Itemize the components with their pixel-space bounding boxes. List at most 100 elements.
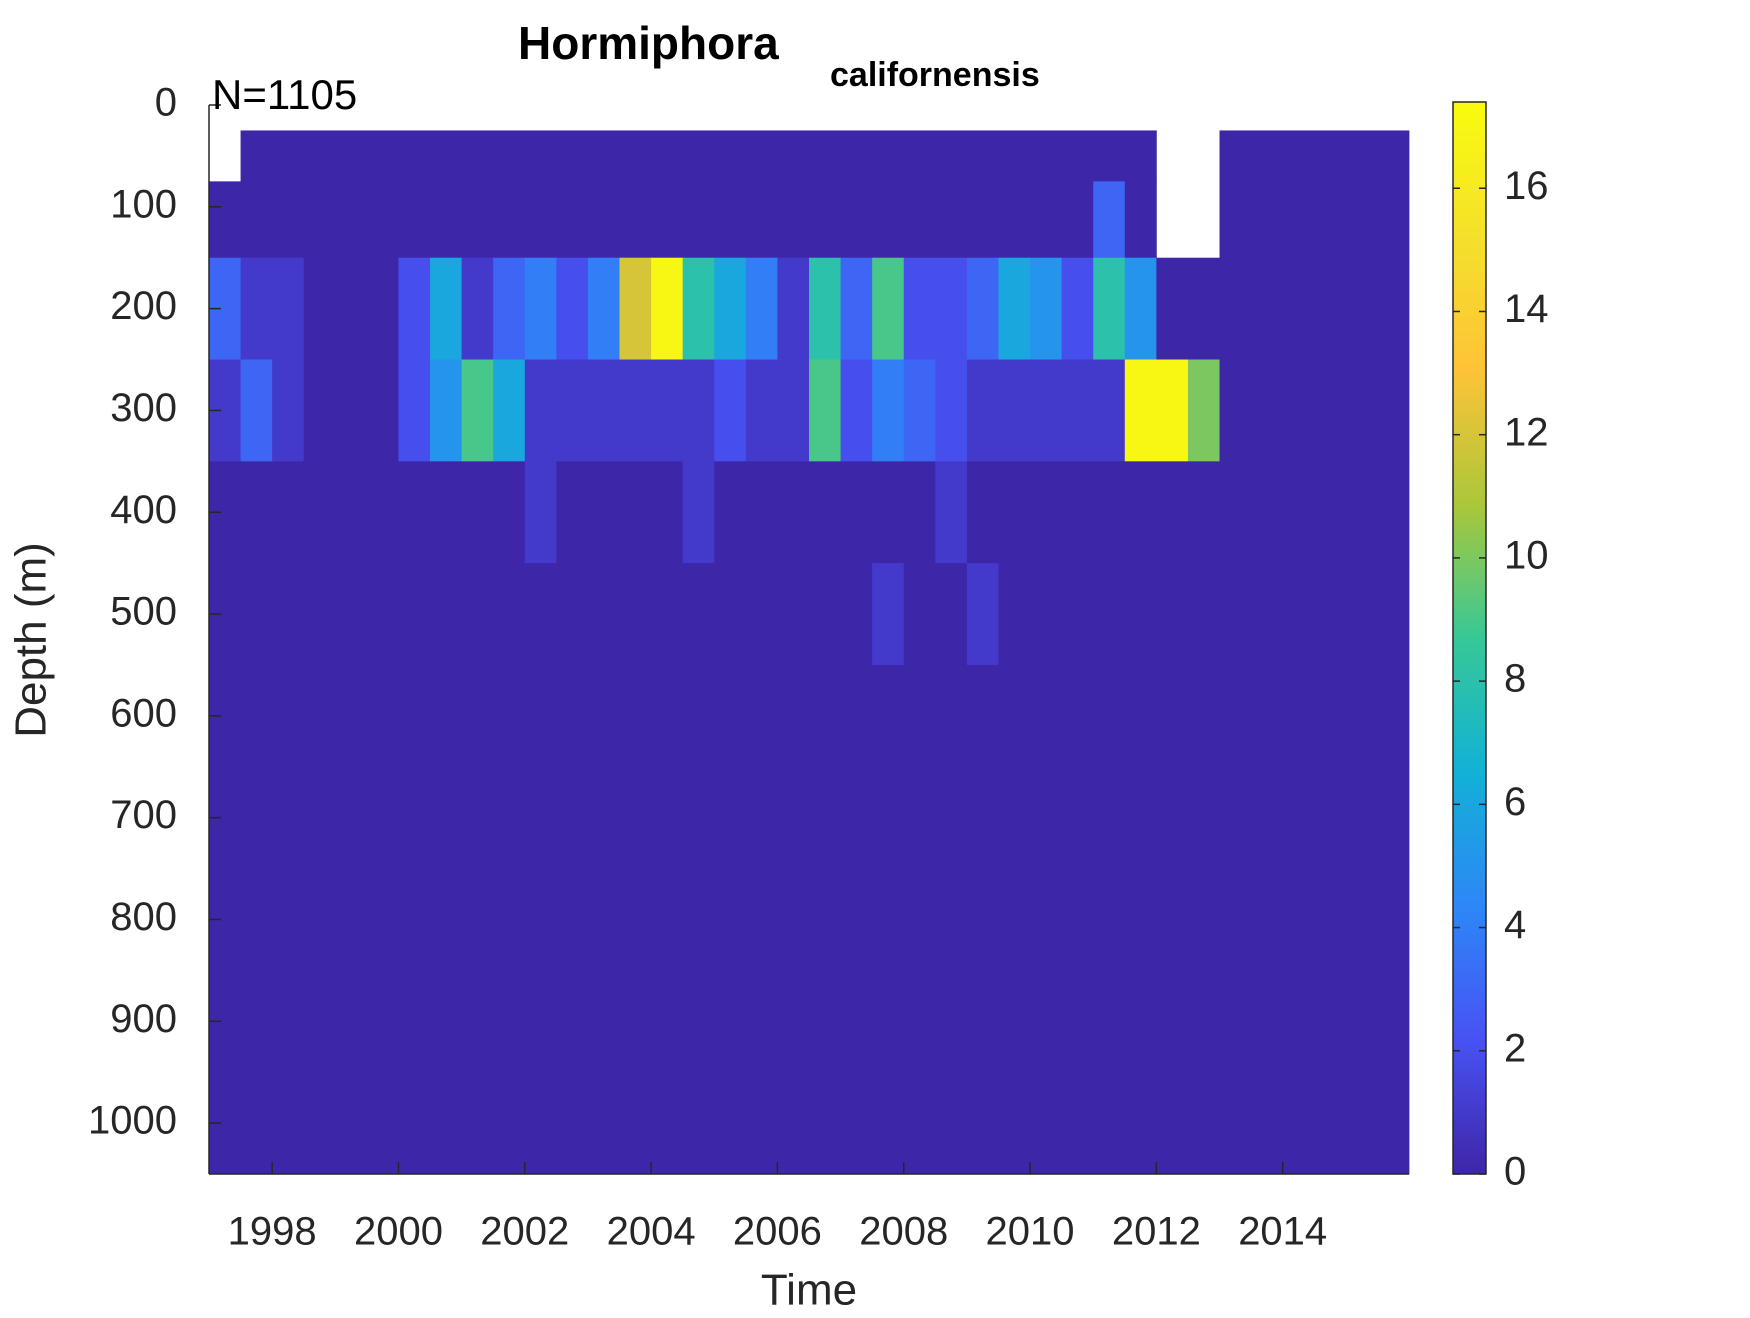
heatmap-cell: [651, 461, 684, 564]
heatmap-cell: [840, 461, 873, 564]
y-tick-label: 600: [110, 691, 177, 735]
heatmap-cell: [209, 181, 241, 259]
heatmap-cell: [1156, 868, 1189, 971]
heatmap-cell: [1251, 970, 1284, 1073]
y-axis-label: Depth (m): [7, 542, 56, 738]
x-tick-label: 2004: [607, 1210, 696, 1254]
heatmap-cell: [809, 257, 841, 360]
heatmap-cell: [1377, 181, 1410, 259]
heatmap-cell: [872, 1072, 905, 1175]
heatmap-cell: [556, 257, 589, 360]
heatmap-cell: [1061, 563, 1094, 666]
heatmap-cell: [714, 868, 747, 971]
heatmap-cell: [556, 1072, 589, 1175]
colorbar-tick-label: 10: [1504, 533, 1549, 577]
heatmap-cell: [651, 970, 684, 1073]
heatmap-cell: [1156, 1072, 1189, 1175]
heatmap-cell: [840, 563, 873, 666]
heatmap-cell: [1030, 766, 1063, 869]
heatmap-cell: [1124, 970, 1157, 1073]
heatmap-cell: [745, 257, 778, 360]
heatmap-cell: [240, 130, 273, 182]
heatmap-cell: [998, 130, 1031, 182]
heatmap-cell: [935, 766, 968, 869]
heatmap-cell: [398, 130, 431, 182]
heatmap-cell: [714, 664, 747, 768]
heatmap-cell: [1187, 257, 1220, 360]
heatmap-cell: [493, 1072, 526, 1175]
heatmap-cell: [587, 461, 620, 564]
heatmap-cell: [556, 970, 589, 1073]
heatmap-cell: [1251, 130, 1284, 182]
heatmap-cell: [745, 461, 778, 564]
heatmap-cell: [524, 130, 557, 182]
heatmap-cell: [493, 766, 526, 869]
colorbar-tick-label: 2: [1504, 1026, 1526, 1070]
heatmap-cell: [430, 130, 463, 182]
heatmap-cell: [651, 1072, 684, 1175]
heatmap-cell: [1282, 461, 1315, 564]
heatmap-cell: [998, 359, 1031, 462]
heatmap-cell: [524, 359, 557, 462]
heatmap-cell: [556, 130, 589, 182]
heatmap-cell: [335, 181, 368, 259]
heatmap-cell: [1061, 130, 1094, 182]
heatmap-cell: [872, 130, 905, 182]
heatmap-cell: [1093, 563, 1126, 666]
heatmap-cell: [651, 257, 684, 360]
heatmap-cell: [777, 1072, 810, 1175]
heatmap-cell: [682, 181, 715, 259]
heatmap-cell: [272, 461, 305, 564]
chart-title: Hormiphora: [518, 17, 779, 69]
heatmap-cell: [1251, 868, 1284, 971]
heatmap-cell: [903, 257, 936, 360]
heatmap-cell: [1124, 181, 1157, 259]
heatmap-cell: [398, 766, 431, 869]
heatmap-cell: [682, 1072, 715, 1175]
heatmap-cell: [903, 1072, 936, 1175]
heatmap-cell: [524, 766, 557, 869]
heatmap-cell: [587, 359, 620, 462]
heatmap-cell: [998, 766, 1031, 869]
heatmap-cell: [966, 563, 999, 666]
heatmap-cell: [619, 563, 652, 666]
x-tick-label: 2000: [354, 1210, 443, 1254]
heatmap-cell: [1124, 868, 1157, 971]
heatmap-cell: [1314, 563, 1347, 666]
heatmap-cell: [1156, 461, 1189, 564]
heatmap-cell: [1282, 766, 1315, 869]
heatmap-cell: [682, 359, 715, 462]
heatmap-cell: [398, 257, 431, 360]
heatmap-cell: [1093, 1072, 1126, 1175]
heatmap-cell: [1124, 1072, 1157, 1175]
heatmap-cell: [1093, 766, 1126, 869]
heatmap-cell: [998, 868, 1031, 971]
heatmap-cell: [1251, 257, 1284, 360]
x-tick-label: 2006: [733, 1210, 822, 1254]
heatmap-cell: [1282, 970, 1315, 1073]
heatmap-cell: [872, 766, 905, 869]
heatmap-cell: [1093, 868, 1126, 971]
heatmap-cell: [587, 1072, 620, 1175]
heatmap-cell: [1030, 1072, 1063, 1175]
heatmap-cell: [966, 766, 999, 869]
colorbar-tick-label: 0: [1504, 1150, 1526, 1194]
heatmap-cell: [935, 563, 968, 666]
heatmap-cell: [493, 257, 526, 360]
heatmap-cell: [493, 181, 526, 259]
heatmap-cell: [272, 181, 305, 259]
heatmap-cell: [714, 359, 747, 462]
heatmap-cell: [745, 563, 778, 666]
heatmap-cell: [587, 970, 620, 1073]
heatmap-cell: [966, 461, 999, 564]
heatmap-cell: [1187, 1072, 1220, 1175]
heatmap-cell: [524, 181, 557, 259]
heatmap-cell: [1219, 359, 1252, 462]
heatmap-cell: [619, 130, 652, 182]
heatmap-cell: [809, 359, 841, 462]
heatmap-cell: [398, 563, 431, 666]
y-tick-label: 800: [110, 895, 177, 939]
heatmap-cell: [1282, 1072, 1315, 1175]
heatmap-cell: [1030, 257, 1063, 360]
heatmap-cell: [966, 257, 999, 360]
